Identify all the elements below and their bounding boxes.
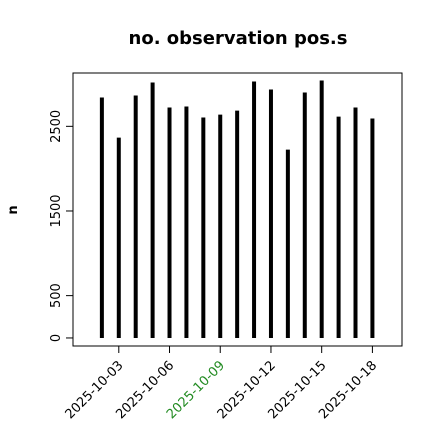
y-axis-label: n xyxy=(6,205,21,214)
y-tick-label: 0 xyxy=(49,334,64,342)
y-tick-label: 2500 xyxy=(49,110,64,143)
plot-frame xyxy=(72,72,403,347)
y-tick-label: 500 xyxy=(49,283,64,308)
y-tick-label: 1500 xyxy=(49,194,64,227)
chart-title: no. observation pos.s xyxy=(129,28,348,49)
